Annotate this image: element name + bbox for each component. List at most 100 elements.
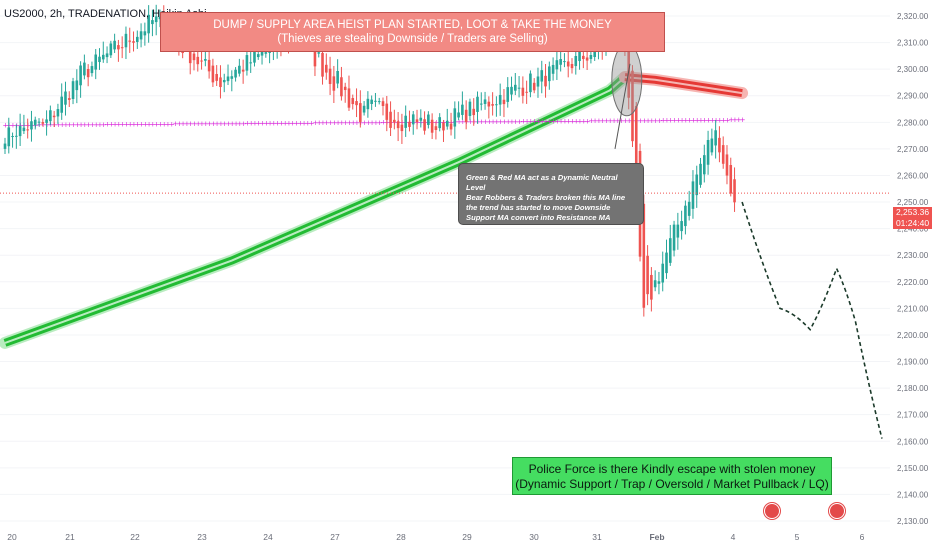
x-tick-label: 5 xyxy=(795,532,800,542)
ma-dot: + xyxy=(524,118,530,126)
candle-body xyxy=(253,51,256,63)
ma-dot: + xyxy=(324,119,330,127)
us-flag-icon[interactable] xyxy=(764,503,780,519)
candle-body xyxy=(325,64,328,73)
ma-dot: + xyxy=(702,116,708,124)
ma-dot: + xyxy=(668,117,674,125)
candle-body xyxy=(37,121,41,123)
ma-dot: + xyxy=(195,120,201,128)
ma-dot: + xyxy=(649,117,655,125)
candle-body xyxy=(479,103,483,105)
ma-dot: + xyxy=(607,117,613,125)
x-tick-label: 21 xyxy=(65,532,75,542)
ma-note-callout: Green & Red MA act as a Dynamic Neutral … xyxy=(458,163,644,225)
ma-dot: + xyxy=(135,121,141,129)
ma-dot: + xyxy=(350,119,356,127)
ma-dot: + xyxy=(165,120,171,128)
candle-body xyxy=(733,179,736,203)
ma-dot: + xyxy=(176,120,182,128)
ma-dot: + xyxy=(706,116,712,124)
candle-body xyxy=(132,41,135,43)
candle-body xyxy=(684,205,687,227)
x-tick-label: 29 xyxy=(462,532,472,542)
candle-body xyxy=(343,86,347,91)
y-tick-label: 2,280.00 xyxy=(897,118,929,127)
candle-body xyxy=(264,52,268,54)
ma-dot: + xyxy=(67,121,73,129)
candle-body xyxy=(706,139,710,165)
chart-title: US2000, 2h, TRADENATION, Heikin Ashi xyxy=(4,8,207,20)
ma-dot: + xyxy=(619,117,625,125)
ma-dot: + xyxy=(180,120,186,128)
candle-body xyxy=(105,53,109,58)
candle-body xyxy=(582,55,585,60)
us-flag-icon[interactable] xyxy=(829,503,845,519)
ma-dot: + xyxy=(59,121,65,129)
candle-body xyxy=(525,91,528,93)
y-tick-label: 2,220.00 xyxy=(897,278,929,287)
ma-dot: + xyxy=(638,117,644,125)
ma-dot: + xyxy=(698,116,704,124)
candle-body xyxy=(207,59,211,72)
ma-dot: + xyxy=(721,116,727,124)
ma-dot: + xyxy=(154,120,160,128)
x-tick-label: 31 xyxy=(592,532,602,542)
candle-body xyxy=(703,155,706,175)
ma-dot: + xyxy=(214,120,220,128)
countdown-tag: 01:24:40 xyxy=(893,218,932,229)
ma-dot: + xyxy=(539,118,545,126)
ma-dot: + xyxy=(207,120,213,128)
candle-body xyxy=(75,80,79,91)
ma-dot: + xyxy=(78,121,84,129)
candle-body xyxy=(98,56,101,63)
candle-body xyxy=(408,121,411,127)
ma-dot: + xyxy=(335,119,341,127)
ma-dot: + xyxy=(494,118,500,126)
candle-body xyxy=(328,68,332,84)
ma-dot: + xyxy=(93,121,99,129)
ma-dot: + xyxy=(139,120,145,128)
candle-body xyxy=(136,36,139,42)
candle-body xyxy=(374,100,377,102)
candle-body xyxy=(230,76,234,79)
candle-body xyxy=(718,137,721,153)
ma-dot: + xyxy=(188,120,194,128)
y-tick-label: 2,310.00 xyxy=(897,39,929,48)
ma-dot: + xyxy=(460,118,466,126)
ma-dot: + xyxy=(82,121,88,129)
candle-body xyxy=(128,40,132,42)
ma-dot: + xyxy=(683,117,689,125)
candle-body xyxy=(427,114,430,125)
ma-dot: + xyxy=(483,118,489,126)
candle-body xyxy=(49,110,52,122)
y-tick-label: 2,140.00 xyxy=(897,490,929,499)
ma-dot: + xyxy=(210,120,216,128)
candle-body xyxy=(151,20,154,25)
candle-body xyxy=(668,238,672,263)
candle-body xyxy=(404,115,407,128)
ma-dot: + xyxy=(55,121,61,129)
ma-dot: + xyxy=(320,119,326,127)
candle-body xyxy=(143,31,147,36)
ma-dot: + xyxy=(486,118,492,126)
candle-body xyxy=(336,70,339,84)
candle-body xyxy=(355,101,358,106)
ma-dot: + xyxy=(717,116,723,124)
candle-body xyxy=(672,224,676,251)
ma-dot: + xyxy=(120,121,126,129)
x-tick-label: 20 xyxy=(7,532,17,542)
candle-body xyxy=(41,122,45,124)
ma-dot: + xyxy=(312,119,318,127)
overlay xyxy=(0,43,890,439)
candle-body xyxy=(423,119,426,131)
candle-body xyxy=(544,75,547,87)
candle-body xyxy=(555,60,559,70)
candle-body xyxy=(563,61,566,63)
x-tick-label: 24 xyxy=(263,532,273,542)
ma-dot: + xyxy=(184,120,190,128)
ma-dot: + xyxy=(554,117,560,125)
candle-body xyxy=(45,119,48,123)
ma-dot: + xyxy=(229,120,235,128)
y-tick-label: 2,190.00 xyxy=(897,358,929,367)
candle-body xyxy=(113,40,116,50)
